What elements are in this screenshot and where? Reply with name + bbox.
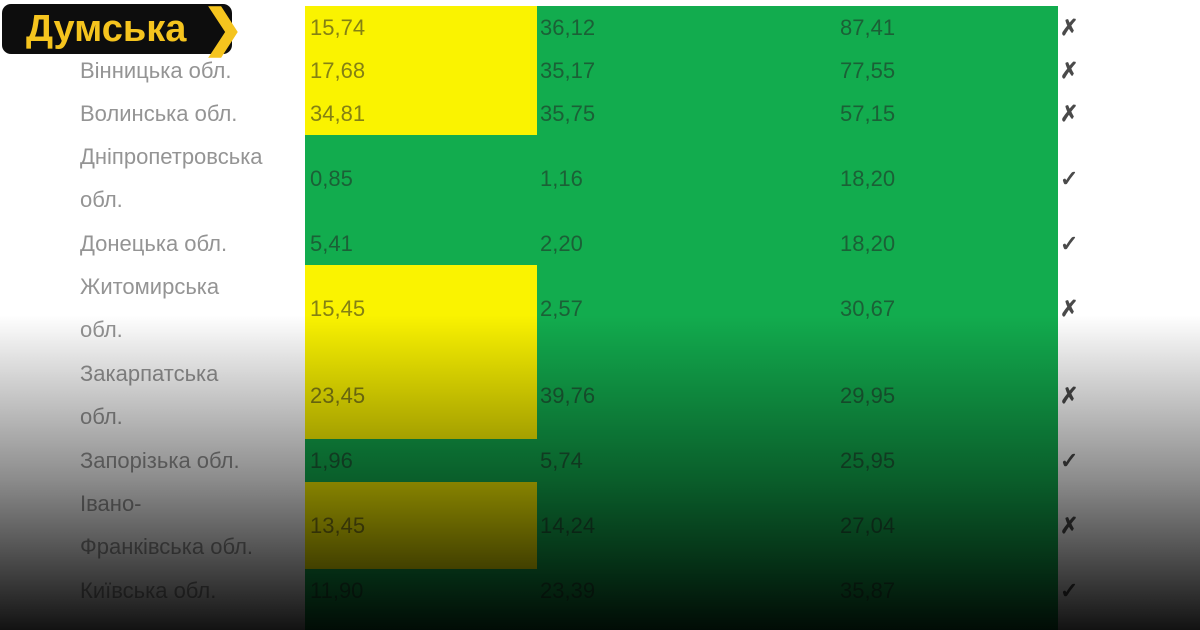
value3-cell: 29,95 [840,382,896,408]
check-icon: ✓ [1060,230,1079,256]
chevron-right-icon: ❯ [202,0,244,56]
value3-cell: 18,20 [840,230,896,256]
value1-cell: 0,85 [310,165,353,191]
value2-cell: 23,39 [540,577,596,603]
x-icon: ✗ [1060,100,1079,126]
check-icon: ✓ [1060,165,1079,191]
value1-cell: 13,45 [310,512,366,538]
value1-cell: 34,81 [310,100,366,126]
table-row: Івано- Франківська обл. 13,45 14,24 27,04… [0,482,1200,569]
x-icon: ✗ [1060,295,1079,321]
value3-cell: 25,95 [840,447,896,473]
table-row: Київська обл. 11,90 23,39 35,87 ✓ [0,569,1200,612]
value3-cell: 27,04 [840,512,896,538]
value1-cell: 11,90 [310,577,364,603]
value1-cell: 5,41 [310,230,353,256]
value1-cell: 15,74 [310,14,366,40]
region-label: Волинська обл. [80,101,238,126]
x-icon: ✗ [1060,382,1079,408]
x-icon: ✗ [1060,14,1079,40]
value3-cell: 18,20 [840,165,896,191]
region-label: Київська обл. [80,578,217,603]
value2-cell: 1,16 [540,165,583,191]
region-label: Донецька обл. [80,231,228,256]
dumska-logo: Думська ❯ [2,3,244,54]
table-row: Донецька обл. 5,41 2,20 18,20 ✓ [0,222,1200,265]
table-row: Волинська обл. 34,81 35,75 57,15 ✗ [0,92,1200,135]
check-icon: ✓ [1060,577,1079,603]
x-icon: ✗ [1060,512,1079,538]
value2-cell: 5,74 [540,447,583,473]
table-row: Вінницька обл. 17,68 35,17 77,55 ✗ [0,49,1200,92]
value1-cell: 15,45 [310,295,366,321]
value1-cell: 17,68 [310,57,366,83]
value3-cell: 77,55 [840,57,896,83]
value2-cell: 35,75 [540,100,596,126]
table-row: Дніпропетровська обл. 0,85 1,16 18,20 ✓ [0,135,1200,222]
check-icon: ✓ [1060,447,1079,473]
value2-cell: 36,12 [540,14,596,40]
region-label: Житомирська обл. [80,274,220,342]
value3-cell: 30,67 [840,295,896,321]
value2-cell: 14,24 [540,512,596,538]
value2-cell: 2,57 [540,295,583,321]
region-label: Івано- Франківська обл. [80,491,254,559]
x-icon: ✗ [1060,57,1079,83]
table-row: Запорізька обл. 1,96 5,74 25,95 ✓ [0,439,1200,482]
value2-cell: 35,17 [540,57,596,83]
table-row: Житомирська обл. 15,45 2,57 30,67 ✗ [0,265,1200,352]
dumska-logo-text: Думська [26,8,187,50]
value1-cell: 23,45 [310,382,366,408]
region-label: Вінницька обл. [80,58,232,83]
region-label: Дніпропетровська обл. [80,144,263,212]
region-label: Закарпатська обл. [80,361,219,429]
value1-cell: 1,96 [310,447,353,473]
value2-cell: 39,76 [540,382,596,408]
value3-cell: 87,41 [840,14,896,40]
value3-cell: 35,87 [840,577,896,603]
value3-cell: 57,15 [840,100,896,126]
table-row: Закарпатська обл. 23,45 39,76 29,95 ✗ [0,352,1200,439]
value2-cell: 2,20 [540,230,583,256]
region-label: Запорізька обл. [80,448,240,473]
